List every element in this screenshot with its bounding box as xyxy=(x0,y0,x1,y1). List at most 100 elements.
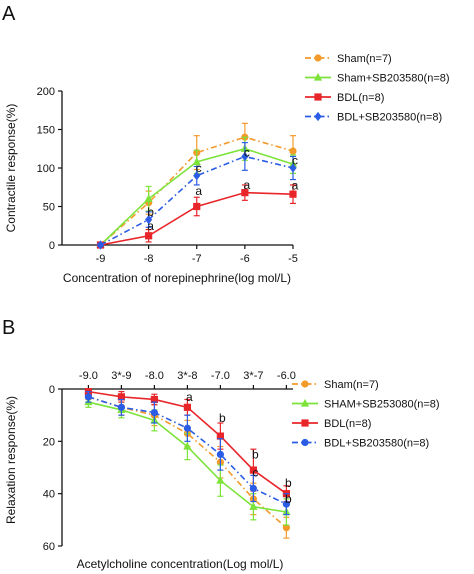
x-tick-label: 3*-9 xyxy=(111,370,131,382)
significance-label: a xyxy=(195,184,202,198)
legend-marker xyxy=(301,419,309,427)
data-point xyxy=(241,189,249,197)
legend-marker xyxy=(313,72,323,81)
legend-marker xyxy=(301,380,309,388)
legend-label: SHAM+SB253080(n=8) xyxy=(324,399,440,411)
x-tick-label: 3*-8 xyxy=(177,370,197,382)
legend-a: Sham(n=7) Sham+SB203580(n=8) BDL(n=8) BDL+S… xyxy=(305,53,450,124)
data-point xyxy=(216,432,224,440)
data-point xyxy=(183,441,192,450)
legend-marker xyxy=(314,111,322,122)
legend-label: BDL(n=8) xyxy=(324,418,371,430)
data-point xyxy=(216,475,225,484)
data-point xyxy=(192,157,201,165)
y-tick-label: 150 xyxy=(37,125,55,137)
data-point xyxy=(289,163,297,173)
y-tick-label: 0 xyxy=(49,384,55,396)
data-point xyxy=(289,190,297,198)
y-tick-label: 100 xyxy=(37,163,55,175)
significance-label: a xyxy=(147,219,154,233)
significance-label: c xyxy=(244,146,250,160)
y-tick-label: 20 xyxy=(43,436,55,448)
significance-label: b xyxy=(147,205,154,219)
data-point xyxy=(145,232,153,240)
series-b xyxy=(84,388,291,539)
x-tick-label: -7 xyxy=(192,253,202,265)
series-line xyxy=(99,136,294,246)
y-axis-label-b: Relaxation response(%) xyxy=(4,396,18,524)
significance-label: b xyxy=(285,492,292,506)
series-4 xyxy=(96,141,297,250)
data-point xyxy=(282,500,290,508)
legend-marker xyxy=(301,438,309,447)
data-point xyxy=(193,171,201,181)
y-axis-label-a: Contractile response(%) xyxy=(4,104,18,233)
x-tick-label: 3*-7 xyxy=(243,370,263,382)
data-point xyxy=(193,202,201,211)
y-ticks-b: 0 20 40 60 xyxy=(43,384,62,553)
data-point xyxy=(241,151,249,162)
legend-label: Sham(n=7) xyxy=(337,53,392,65)
significance-label: c xyxy=(196,161,202,175)
x-tick-label: -6 xyxy=(240,253,250,265)
series-4 xyxy=(84,391,290,516)
significance-label: c xyxy=(292,153,298,167)
data-point xyxy=(150,408,158,417)
series-line xyxy=(100,155,294,246)
data-point xyxy=(249,502,258,510)
panel-label-a: A xyxy=(2,3,16,25)
y-tick-label: 40 xyxy=(43,489,55,501)
data-point xyxy=(117,403,125,411)
x-tick-label: -9.0 xyxy=(79,370,98,382)
legend-label: Sham+SB203580(n=8) xyxy=(337,73,450,85)
x-tick-label: -5 xyxy=(288,253,298,265)
y-ticks-a: 0 50 100 150 200 xyxy=(37,86,62,252)
data-point xyxy=(84,393,92,401)
data-point xyxy=(216,450,224,459)
significance-label: c xyxy=(252,466,258,480)
data-point xyxy=(96,240,105,250)
x-tick-label: -9 xyxy=(96,253,106,265)
data-point xyxy=(144,194,153,202)
x-ticks-b: -9.0 3*-9 -8.0 3*-8 -7.0 3*-7 -6.0 xyxy=(79,370,296,389)
data-point xyxy=(117,393,125,401)
y-tick-label: 200 xyxy=(37,86,55,98)
legend-label: BDL+SB203580(n=8) xyxy=(337,112,442,124)
legend-label: Sham(n=7) xyxy=(324,379,379,391)
significance-label: b xyxy=(285,476,292,490)
data-point xyxy=(150,395,158,404)
x-ticks-a: -9 -8 -7 -6 -5 xyxy=(96,245,298,265)
data-point xyxy=(249,484,257,493)
legend-label: BDL+SB203580(n=8) xyxy=(324,438,429,450)
legend-marker xyxy=(314,54,322,62)
series-a xyxy=(96,122,298,250)
x-tick-label: -7.0 xyxy=(211,370,230,382)
x-axis-label-a: Concentration of norepinephrine(log mol/… xyxy=(63,271,291,285)
y-tick-label: 0 xyxy=(49,240,55,252)
data-point xyxy=(282,524,290,532)
legend-marker xyxy=(300,398,310,407)
panel-label-b: B xyxy=(2,317,15,339)
y-tick-label: 60 xyxy=(43,541,55,553)
significance-label: a xyxy=(186,390,193,404)
x-axis-label-b: Acetylcholine concentration(Log mol/L) xyxy=(77,557,284,571)
significance-label: b xyxy=(252,447,259,461)
data-point xyxy=(145,214,153,225)
significance-label: b xyxy=(219,411,226,425)
data-point xyxy=(289,147,297,155)
legend-b: Sham(n=7) SHAM+SB253080(n=8) BDL(n=8) BDL+S… xyxy=(292,379,440,450)
x-tick-label: -8.0 xyxy=(145,370,164,382)
data-point xyxy=(249,466,257,474)
legend-marker xyxy=(314,93,322,101)
x-tick-label: -8 xyxy=(144,253,154,265)
legend-label: BDL(n=8) xyxy=(337,92,384,104)
panel-b: B 0 20 40 60 -9.0 3*-9 -8.0 3*-8 -7.0 3*-7 -6.0 a… xyxy=(2,317,440,571)
data-point xyxy=(183,424,191,432)
y-tick-label: 50 xyxy=(43,202,55,214)
data-point xyxy=(183,403,191,411)
significance-label: a xyxy=(292,179,299,193)
